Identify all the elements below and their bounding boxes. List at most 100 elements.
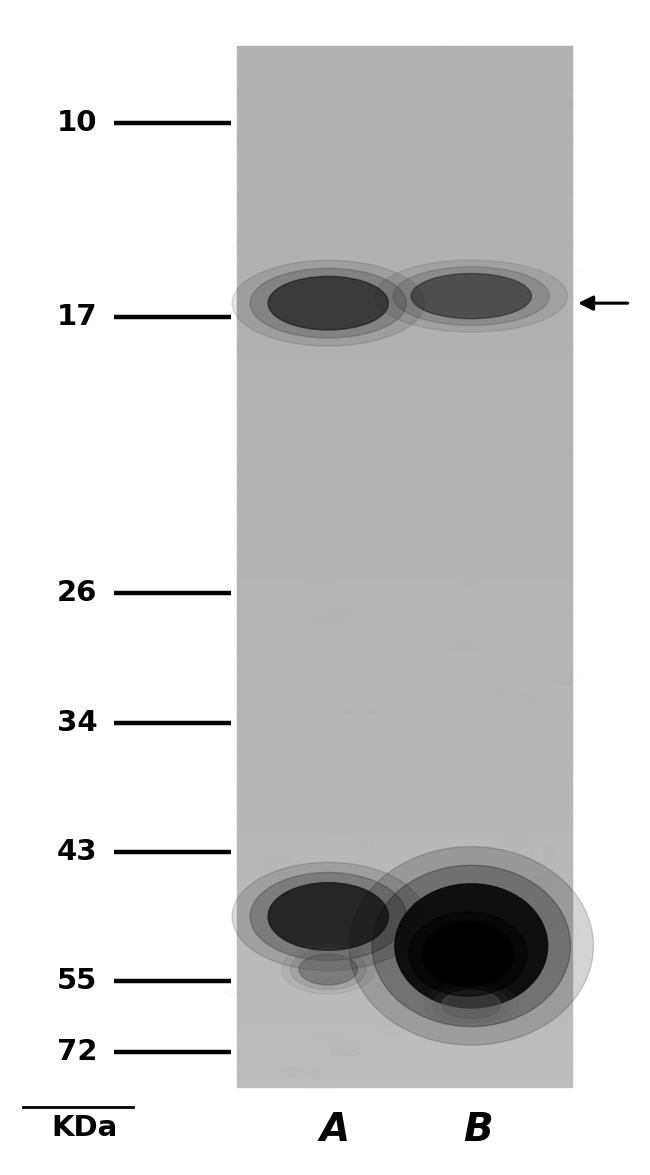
Text: 34: 34	[57, 709, 98, 737]
Ellipse shape	[395, 884, 547, 1008]
Ellipse shape	[442, 991, 501, 1019]
Bar	[237, 400, 572, 411]
Bar	[237, 909, 572, 920]
Bar	[237, 389, 572, 401]
Ellipse shape	[268, 276, 389, 330]
Ellipse shape	[422, 921, 514, 987]
Bar	[237, 295, 572, 307]
Bar	[237, 243, 572, 255]
Bar	[237, 1023, 572, 1035]
Bar	[237, 483, 572, 495]
Bar	[237, 899, 572, 911]
Bar	[237, 264, 572, 276]
Bar	[237, 773, 572, 785]
Bar	[237, 213, 572, 223]
Bar	[237, 181, 572, 193]
Bar	[237, 576, 572, 588]
Bar	[237, 368, 572, 380]
Text: 17: 17	[57, 303, 98, 331]
Bar	[237, 67, 572, 79]
Bar	[237, 150, 572, 161]
Bar	[237, 1075, 572, 1087]
Bar	[237, 358, 572, 369]
Bar	[237, 410, 572, 422]
Bar	[237, 638, 572, 650]
Bar	[237, 254, 572, 266]
Bar	[237, 87, 572, 99]
Bar	[237, 721, 572, 733]
Bar	[237, 815, 572, 827]
Bar	[237, 306, 572, 317]
Bar	[237, 607, 572, 619]
Bar	[237, 494, 572, 504]
Bar	[237, 222, 572, 234]
Bar	[237, 129, 572, 141]
Bar	[237, 46, 572, 58]
Bar	[237, 794, 572, 806]
Ellipse shape	[232, 862, 424, 971]
Bar	[237, 743, 572, 754]
Bar	[237, 919, 572, 931]
Text: 10: 10	[57, 109, 98, 137]
Bar	[237, 805, 572, 817]
Bar	[237, 327, 572, 338]
Text: A: A	[320, 1112, 350, 1149]
Bar	[237, 286, 572, 296]
Ellipse shape	[268, 882, 389, 951]
Bar	[237, 618, 572, 630]
Bar	[237, 451, 572, 463]
Ellipse shape	[250, 268, 406, 338]
Bar	[237, 275, 572, 287]
Bar	[237, 140, 572, 152]
Ellipse shape	[411, 274, 532, 318]
Bar	[237, 888, 572, 900]
Bar	[237, 421, 572, 431]
Ellipse shape	[299, 954, 358, 985]
Bar	[237, 586, 572, 598]
Bar	[237, 711, 572, 723]
Bar	[237, 1002, 572, 1014]
Bar	[237, 566, 572, 577]
Ellipse shape	[433, 986, 510, 1023]
Bar	[237, 857, 572, 868]
Bar	[237, 337, 572, 349]
Bar	[237, 524, 572, 536]
Ellipse shape	[290, 949, 367, 989]
Bar	[237, 378, 572, 390]
Ellipse shape	[281, 945, 375, 994]
Bar	[237, 659, 572, 671]
Bar	[237, 1045, 572, 1055]
Bar	[237, 108, 572, 120]
Ellipse shape	[349, 847, 593, 1045]
Bar	[237, 545, 572, 557]
Bar	[237, 513, 572, 525]
Bar	[237, 846, 572, 858]
Bar	[237, 670, 572, 681]
Bar	[237, 170, 572, 182]
Ellipse shape	[393, 267, 549, 325]
Text: 43: 43	[57, 838, 98, 866]
Bar	[237, 78, 572, 88]
Ellipse shape	[409, 912, 527, 996]
Bar	[237, 1013, 572, 1025]
Bar	[237, 940, 572, 952]
Bar	[237, 192, 572, 203]
Ellipse shape	[232, 261, 424, 345]
Text: 26: 26	[57, 579, 98, 607]
Bar	[237, 316, 572, 328]
Bar	[237, 649, 572, 660]
Bar	[237, 784, 572, 795]
Bar	[237, 732, 572, 744]
Bar	[237, 764, 572, 776]
Bar	[237, 430, 572, 442]
Text: 55: 55	[57, 967, 98, 995]
Bar	[237, 951, 572, 962]
Bar	[237, 826, 572, 838]
Text: KDa: KDa	[51, 1114, 118, 1142]
Bar	[237, 348, 572, 360]
Bar	[237, 701, 572, 712]
Bar	[237, 629, 572, 639]
Bar	[237, 119, 572, 130]
Ellipse shape	[424, 982, 518, 1027]
Bar	[237, 556, 572, 568]
